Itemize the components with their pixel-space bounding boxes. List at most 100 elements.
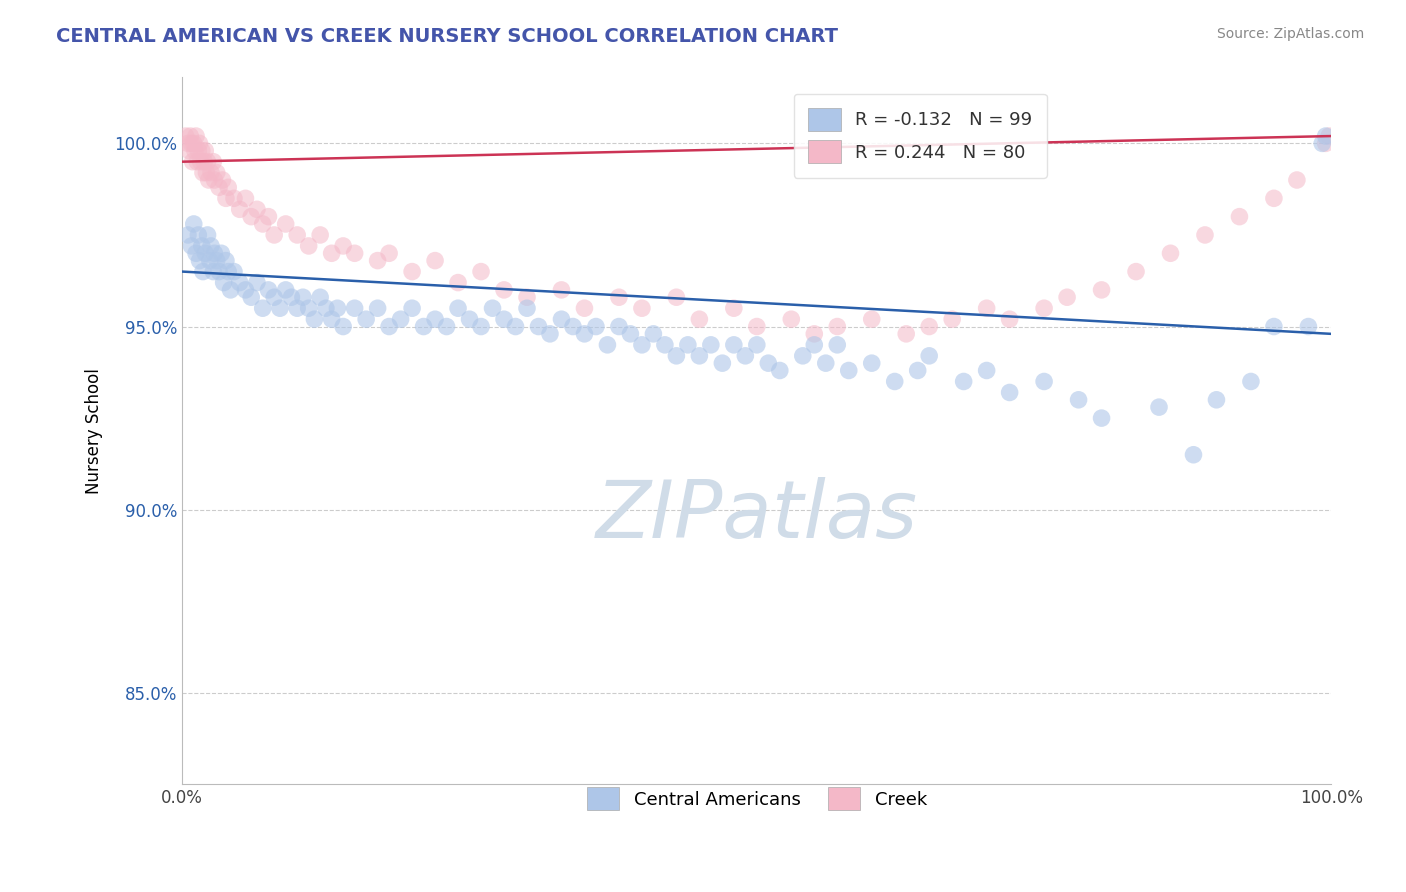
Point	[198, 253, 221, 268]
Point	[343, 246, 366, 260]
Point	[280, 290, 302, 304]
Point	[274, 283, 297, 297]
Point	[619, 326, 641, 341]
Point	[184, 144, 207, 158]
Point	[792, 349, 814, 363]
Point	[1298, 319, 1320, 334]
Point	[665, 290, 688, 304]
Point	[745, 319, 768, 334]
Point	[215, 191, 238, 205]
Point	[195, 166, 218, 180]
Point	[700, 338, 723, 352]
Point	[190, 154, 212, 169]
Point	[1285, 173, 1308, 187]
Point	[1147, 400, 1170, 414]
Point	[423, 312, 446, 326]
Point	[745, 338, 768, 352]
Point	[860, 356, 883, 370]
Point	[217, 264, 239, 278]
Point	[1315, 136, 1337, 151]
Point	[229, 202, 252, 217]
Point	[194, 246, 217, 260]
Point	[1263, 191, 1285, 205]
Point	[447, 276, 470, 290]
Point	[998, 312, 1021, 326]
Point	[492, 283, 515, 297]
Text: ZIPatlas: ZIPatlas	[596, 476, 918, 555]
Point	[235, 191, 257, 205]
Point	[208, 264, 231, 278]
Point	[1263, 319, 1285, 334]
Text: Source: ZipAtlas.com: Source: ZipAtlas.com	[1216, 27, 1364, 41]
Point	[298, 301, 321, 316]
Point	[1125, 264, 1147, 278]
Y-axis label: Nursery School: Nursery School	[86, 368, 103, 494]
Point	[665, 349, 688, 363]
Point	[1033, 375, 1056, 389]
Point	[309, 227, 332, 242]
Point	[998, 385, 1021, 400]
Point	[326, 301, 349, 316]
Point	[240, 210, 263, 224]
Point	[184, 129, 207, 144]
Point	[896, 326, 918, 341]
Point	[204, 246, 226, 260]
Point	[321, 246, 343, 260]
Point	[187, 227, 209, 242]
Point	[803, 326, 825, 341]
Point	[780, 312, 803, 326]
Point	[976, 363, 998, 377]
Point	[332, 239, 354, 253]
Point	[803, 338, 825, 352]
Point	[516, 301, 538, 316]
Point	[401, 264, 423, 278]
Point	[516, 290, 538, 304]
Point	[723, 338, 745, 352]
Point	[688, 349, 710, 363]
Point	[1182, 448, 1205, 462]
Point	[191, 166, 214, 180]
Point	[883, 375, 905, 389]
Point	[184, 246, 207, 260]
Point	[274, 217, 297, 231]
Point	[1090, 283, 1112, 297]
Point	[825, 319, 848, 334]
Point	[269, 301, 291, 316]
Point	[367, 301, 389, 316]
Point	[470, 319, 492, 334]
Point	[918, 349, 941, 363]
Point	[205, 166, 228, 180]
Point	[191, 239, 214, 253]
Point	[550, 283, 572, 297]
Point	[321, 312, 343, 326]
Point	[470, 264, 492, 278]
Point	[309, 290, 332, 304]
Point	[505, 319, 527, 334]
Point	[257, 210, 280, 224]
Point	[367, 253, 389, 268]
Point	[1205, 392, 1227, 407]
Point	[257, 283, 280, 297]
Point	[423, 253, 446, 268]
Point	[825, 338, 848, 352]
Point	[711, 356, 734, 370]
Point	[378, 246, 401, 260]
Point	[631, 301, 654, 316]
Point	[354, 312, 377, 326]
Point	[174, 129, 197, 144]
Point	[574, 301, 596, 316]
Point	[756, 356, 779, 370]
Point	[188, 253, 211, 268]
Point	[285, 301, 308, 316]
Point	[860, 312, 883, 326]
Point	[838, 363, 860, 377]
Point	[907, 363, 929, 377]
Point	[200, 166, 222, 180]
Point	[205, 253, 228, 268]
Point	[688, 312, 710, 326]
Point	[209, 246, 232, 260]
Point	[291, 290, 314, 304]
Point	[263, 227, 285, 242]
Point	[200, 239, 222, 253]
Point	[607, 319, 630, 334]
